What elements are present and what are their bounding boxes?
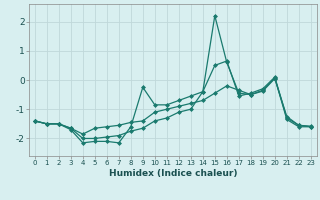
- X-axis label: Humidex (Indice chaleur): Humidex (Indice chaleur): [108, 169, 237, 178]
